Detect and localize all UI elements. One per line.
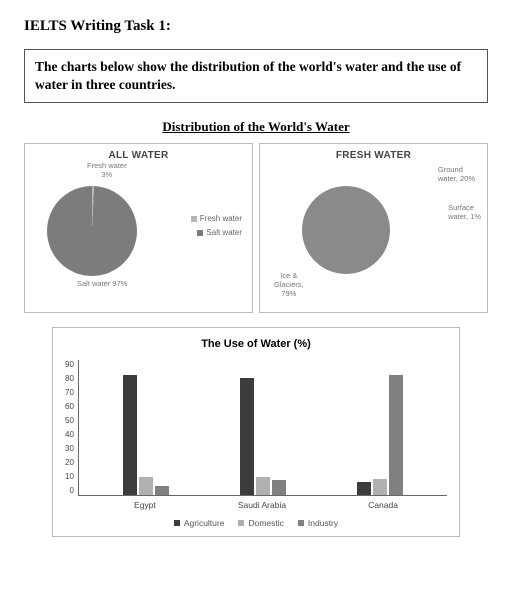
legend-swatch: [238, 520, 244, 526]
legend-label: Industry: [308, 518, 338, 528]
y-tick: 50: [65, 416, 74, 425]
bar: [272, 480, 286, 495]
bar: [373, 479, 387, 496]
legend-fresh-water: Fresh water: [191, 214, 242, 223]
x-axis: Egypt Saudi Arabia Canada: [85, 496, 447, 510]
pie-row: ALL WATER Fresh water3% Salt water 97% F…: [24, 143, 488, 313]
y-tick: 60: [65, 402, 74, 411]
pie-all-water-title: ALL WATER: [25, 150, 252, 161]
bar-cluster: [240, 378, 286, 495]
legend-swatch: [197, 230, 203, 236]
pie-label-ground: Groundwater, 20%: [438, 166, 475, 183]
legend-label: Agriculture: [184, 518, 225, 528]
bar-chart: The Use of Water (%) 0 10 20 30 40 50 60 70 80 90…: [52, 327, 460, 537]
pie-label-salt: Salt water 97%: [77, 280, 127, 289]
y-tick: 70: [65, 388, 74, 397]
x-label: Saudi Arabia: [238, 500, 286, 510]
legend-label: Fresh water: [200, 214, 242, 223]
legend-label: Salt water: [206, 228, 242, 237]
y-tick: 40: [65, 430, 74, 439]
x-label: Egypt: [134, 500, 156, 510]
bar-cluster: [123, 375, 169, 495]
bar-chart-title: The Use of Water (%): [65, 338, 447, 350]
y-tick: 20: [65, 458, 74, 467]
pie-all-water: ALL WATER Fresh water3% Salt water 97% F…: [24, 143, 253, 313]
bar: [357, 482, 371, 496]
plot-area: [78, 360, 447, 496]
legend-swatch: [191, 216, 197, 222]
bar: [389, 375, 403, 495]
x-label: Canada: [368, 500, 398, 510]
y-axis: 0 10 20 30 40 50 60 70 80 90: [65, 360, 78, 495]
pie-fresh-water: FRESH WATER Groundwater, 20% Surfacewate…: [259, 143, 488, 313]
plot-wrap: 0 10 20 30 40 50 60 70 80 90: [65, 360, 447, 496]
pie-label-fresh: Fresh water3%: [87, 162, 127, 179]
legend-item: Agriculture: [174, 518, 225, 528]
y-tick: 30: [65, 444, 74, 453]
pie-fresh-water-chart: [302, 186, 390, 274]
distribution-title: Distribution of the World's Water: [24, 119, 488, 135]
pie-fresh-water-title: FRESH WATER: [260, 150, 487, 161]
legend-salt-water: Salt water: [197, 228, 242, 237]
pie-all-water-chart: [47, 186, 137, 276]
bar-legend: Agriculture Domestic Industry: [65, 518, 447, 528]
page-title: IELTS Writing Task 1:: [24, 18, 488, 35]
legend-label: Domestic: [248, 518, 283, 528]
bar: [240, 378, 254, 495]
legend-item: Domestic: [238, 518, 283, 528]
y-tick: 0: [65, 486, 74, 495]
legend-swatch: [298, 520, 304, 526]
prompt-box: The charts below show the distribution o…: [24, 49, 488, 103]
bar: [256, 477, 270, 495]
legend-item: Industry: [298, 518, 338, 528]
y-tick: 80: [65, 374, 74, 383]
bar: [155, 486, 169, 495]
y-tick: 10: [65, 472, 74, 481]
legend-swatch: [174, 520, 180, 526]
pie-label-ice: Ice &Glaciers,79%: [274, 272, 304, 298]
y-tick: 90: [65, 360, 74, 369]
bar-cluster: [357, 375, 403, 495]
pie-label-surface: Surfacewater, 1%: [448, 204, 481, 221]
bar: [139, 477, 153, 495]
bar: [123, 375, 137, 495]
